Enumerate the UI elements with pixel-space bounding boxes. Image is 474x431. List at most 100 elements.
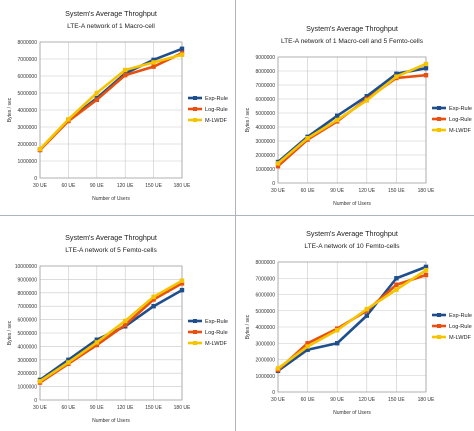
chart-title: System's Average Throghput [306,24,398,33]
data-point [66,360,71,365]
legend-label: M-LWDF [205,118,228,124]
y-tick-label: 5000000 [256,309,276,315]
data-point [394,287,399,292]
legend-label: M-LWDF [205,341,228,347]
chart-subtitle: LTE-A network of 1 Macro-cell [67,23,155,30]
y-tick-label: 7000000 [18,57,38,63]
data-point [275,161,281,166]
data-point [423,73,429,78]
y-tick-label: 4000000 [18,108,38,114]
x-tick-label: 30 UE [271,188,286,194]
data-point [123,67,128,73]
data-point [94,97,99,102]
chart-5-femto: System's Average Throghput LTE-A network … [7,233,228,424]
chart-subtitle: LTE-A network of 1 Macro-cell and 5 Femt… [281,38,424,45]
data-point [423,272,429,278]
data-point [305,136,310,141]
y-axis-label: Bytes / sec [7,97,13,122]
data-point [394,276,399,281]
y-tick-label: 6000000 [18,74,38,80]
y-tick-label: 6000000 [256,97,276,103]
series-line-1 [38,51,184,152]
data-point [123,322,128,328]
y-tick-label: 1000000 [18,385,38,391]
x-tick-label: 60 UE [301,397,316,403]
legend-label: Log-Rule [449,117,472,123]
series-line-2 [38,279,184,383]
data-point [423,264,429,270]
y-tick-label: 4000000 [18,344,38,350]
y-tick-label: 0 [34,398,37,404]
data-point [151,294,156,300]
y-tick-label: 7000000 [18,304,38,310]
series-line-1 [276,73,428,168]
data-point [305,341,310,346]
data-point [275,366,281,371]
x-tick-label: 180 UE [174,405,191,411]
data-point [394,71,399,76]
data-point [364,313,369,318]
data-point [179,281,185,286]
y-tick-label: 0 [272,181,275,187]
chart-10-femto: System's Average Throghput LTE-A network … [245,229,472,416]
data-point [66,357,71,362]
x-axis-label: Number of Users [92,196,130,202]
data-point [123,318,128,324]
y-tick-label: 2000000 [256,153,276,159]
legend-marker [437,324,441,328]
x-tick-label: 180 UE [418,188,435,194]
y-tick-label: 2000000 [18,371,38,377]
y-tick-label: 8000000 [18,40,38,46]
chart-1-macro-cell: System's Average Throghput LTE-A network … [7,9,228,202]
data-point [37,379,43,384]
y-tick-label: 2000000 [256,358,276,364]
data-point [335,328,340,333]
legend-label: Log-Rule [449,324,472,330]
x-tick-label: 90 UE [90,183,105,189]
x-tick-label: 90 UE [90,405,105,411]
y-tick-label: 0 [272,390,275,396]
data-point [179,278,185,283]
data-point [364,98,369,103]
y-tick-label: 3000000 [18,125,38,131]
x-tick-label: 150 UE [145,405,162,411]
chart-macro-and-5-femto: System's Average Throghput LTE-A network … [245,24,472,207]
y-tick-label: 5000000 [256,111,276,117]
legend-marker [437,335,441,339]
data-point [94,342,99,348]
x-tick-label: 30 UE [271,397,286,403]
data-point [37,146,43,152]
legend-label: Exp-Rule [205,96,228,102]
x-tick-label: 120 UE [358,188,375,194]
data-point [151,297,156,302]
plot-area [277,56,427,184]
legend-label: Exp-Rule [205,319,228,325]
chart-title: System's Average Throghput [65,233,157,242]
y-tick-label: 3000000 [256,139,276,145]
plot-area [39,41,183,179]
data-point [179,46,185,51]
y-tick-label: 3000000 [18,358,38,364]
y-tick-label: 3000000 [256,341,276,347]
series-line-0 [276,265,428,373]
legend-marker [437,128,441,132]
data-point [151,304,156,309]
legend-label: M-LWDF [449,128,472,134]
data-point [364,94,369,99]
chart-subtitle: LTE-A network of 10 Femto-cells [304,243,400,250]
legend-marker [437,313,441,317]
y-tick-label: 7000000 [256,83,276,89]
chart-title: System's Average Throghput [65,9,157,18]
data-point [94,340,99,345]
data-point [275,164,281,169]
x-tick-label: 60 UE [61,405,76,411]
y-tick-label: 5000000 [18,91,38,97]
data-point [394,282,399,287]
series-line-2 [276,62,428,165]
legend-label: Exp-Rule [449,106,472,112]
y-axis-label: Bytes / sec [7,320,13,345]
y-tick-label: 7000000 [256,276,276,282]
x-tick-label: 60 UE [301,188,316,194]
y-tick-label: 9000000 [18,277,38,283]
